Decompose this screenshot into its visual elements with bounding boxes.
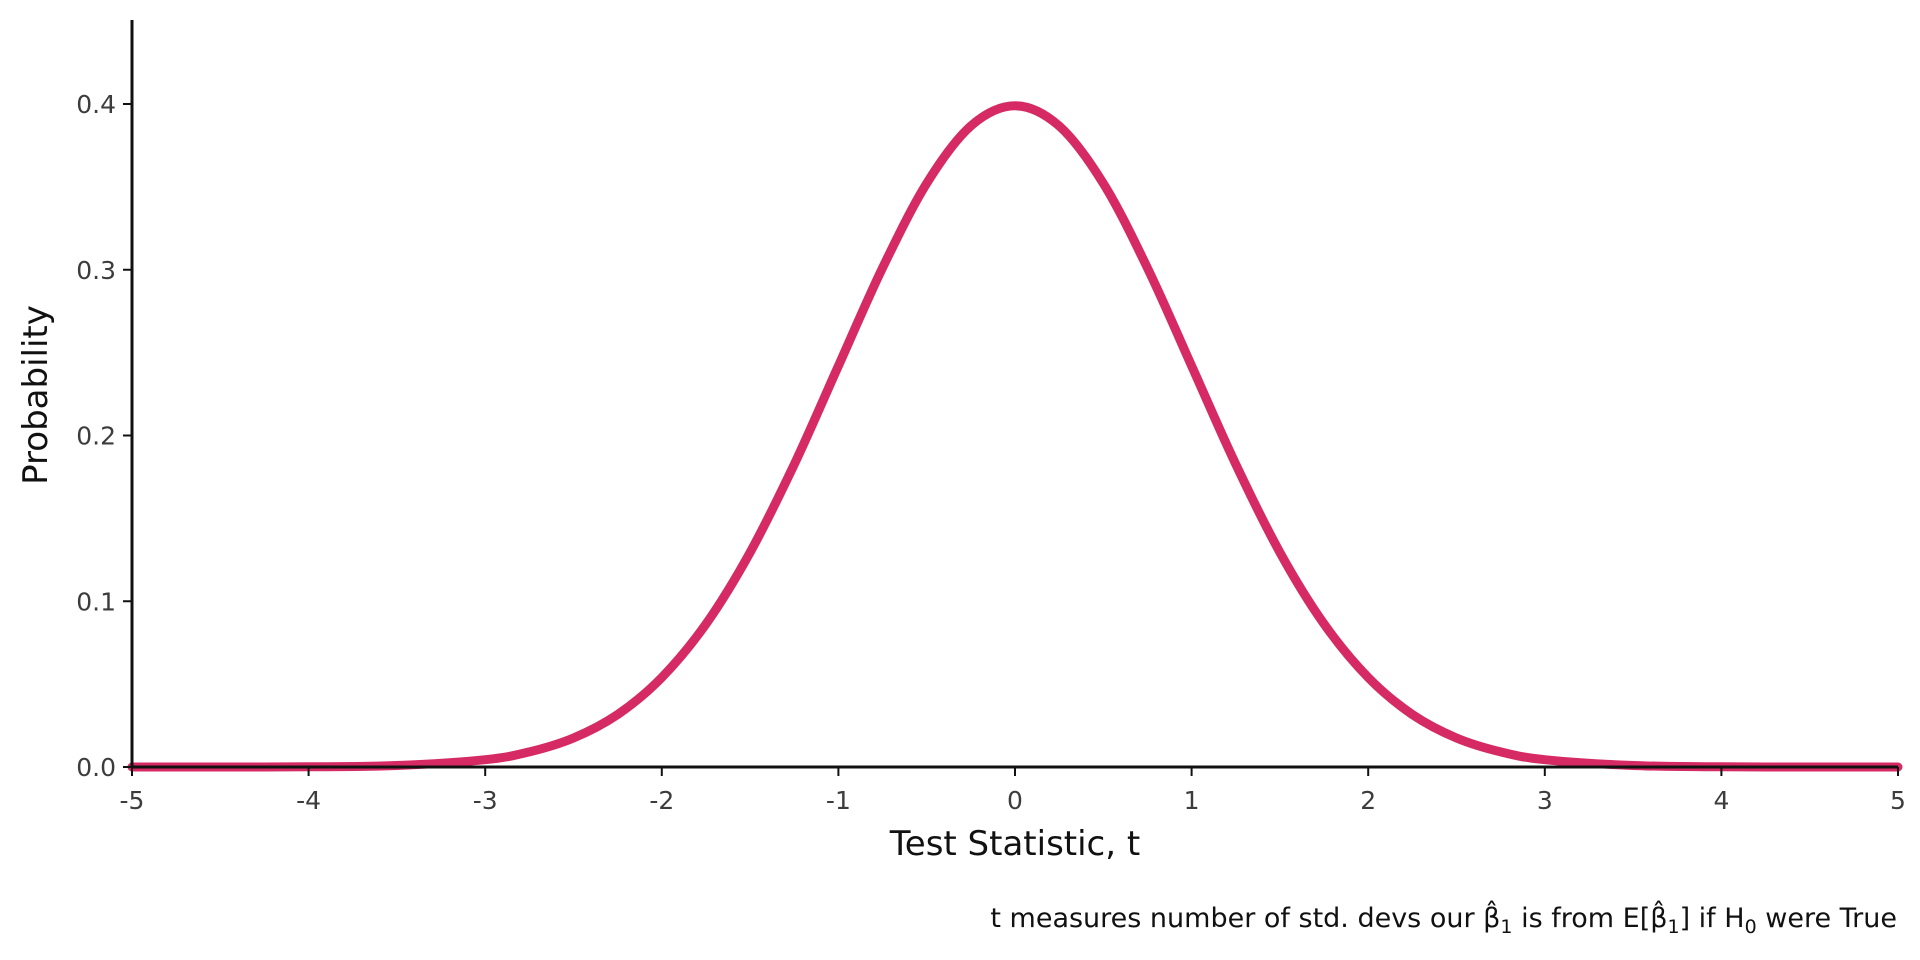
density-curve xyxy=(127,101,1903,772)
x-tick-label: -2 xyxy=(649,786,674,815)
x-tick-label: 1 xyxy=(1184,786,1200,815)
x-axis-title: Test Statistic, t xyxy=(889,824,1140,864)
x-tick-label: 0 xyxy=(1007,786,1023,815)
y-axis-title: Probability xyxy=(16,305,56,485)
y-tick-label: 0.0 xyxy=(76,753,116,782)
x-tick-label: -5 xyxy=(120,786,145,815)
caption: t measures number of std. devs our β̂1 i… xyxy=(990,900,1897,938)
y-tick-label: 0.1 xyxy=(76,587,116,616)
x-tick-label: 4 xyxy=(1713,786,1729,815)
x-tick-label: 5 xyxy=(1890,786,1906,815)
x-tick-label: -4 xyxy=(296,786,321,815)
x-tick-label: -1 xyxy=(826,786,851,815)
y-tick-label: 0.3 xyxy=(76,256,116,285)
x-tick-label: -3 xyxy=(473,786,498,815)
x-tick-label: 2 xyxy=(1360,786,1376,815)
x-tick-label: 3 xyxy=(1537,786,1553,815)
y-tick-label: 0.4 xyxy=(76,90,116,119)
y-tick-label: 0.2 xyxy=(76,422,116,451)
